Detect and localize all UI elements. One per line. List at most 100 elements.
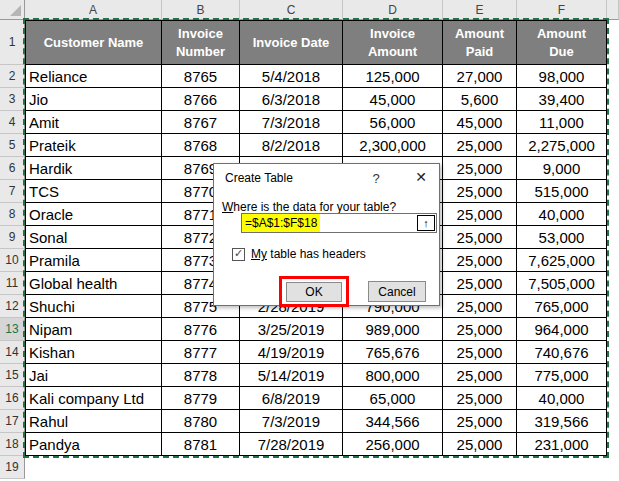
column-header-a[interactable]: A (25, 0, 162, 20)
select-all-button[interactable] (0, 0, 25, 20)
cell-r3c1[interactable]: 8766 (162, 88, 240, 111)
cell-r16c2[interactable]: 6/8/2019 (240, 387, 343, 410)
cell-r5c3[interactable]: 2,300,000 (343, 134, 443, 157)
cell-r16c1[interactable]: 8779 (162, 387, 240, 410)
column-header-f[interactable]: F (517, 0, 607, 20)
cell-r17c3[interactable]: 344,566 (343, 410, 443, 433)
header-cell-1[interactable]: Invoice Number (162, 20, 240, 65)
cell-r13c1[interactable]: 8776 (162, 318, 240, 341)
cell-r2c4[interactable]: 27,000 (443, 65, 517, 88)
help-icon[interactable]: ? (368, 170, 384, 186)
header-cell-4[interactable]: Amount Paid (443, 20, 517, 65)
cell-r11c4[interactable]: 25,000 (443, 272, 517, 295)
row-header-3[interactable]: 3 (0, 88, 25, 111)
cell-r5c5[interactable]: 2,275,000 (517, 134, 607, 157)
cell-r12c0[interactable]: Shuchi (25, 295, 162, 318)
cell-r5c4[interactable]: 25,000 (443, 134, 517, 157)
cell-r3c0[interactable]: Jio (25, 88, 162, 111)
cell-r6c4[interactable]: 25,000 (443, 157, 517, 180)
cell-r5c0[interactable]: Prateik (25, 134, 162, 157)
cell-r14c1[interactable]: 8777 (162, 341, 240, 364)
cancel-button[interactable]: Cancel (368, 281, 426, 302)
ok-button[interactable]: OK (286, 282, 342, 302)
row-header-17[interactable]: 17 (0, 410, 25, 433)
cell-r16c4[interactable]: 25,000 (443, 387, 517, 410)
row-header-12[interactable]: 12 (0, 295, 25, 318)
cell-r2c0[interactable]: Reliance (25, 65, 162, 88)
row-header-19[interactable]: 19 (0, 456, 25, 479)
cell-r9c5[interactable]: 53,000 (517, 226, 607, 249)
cell-r17c2[interactable]: 7/3/2019 (240, 410, 343, 433)
cell-r2c1[interactable]: 8765 (162, 65, 240, 88)
cell-r7c4[interactable]: 25,000 (443, 180, 517, 203)
cell-r14c5[interactable]: 740,676 (517, 341, 607, 364)
cell-r6c0[interactable]: Hardik (25, 157, 162, 180)
header-cell-5[interactable]: Amount Due (517, 20, 607, 65)
cell-r13c5[interactable]: 964,000 (517, 318, 607, 341)
cell-r17c4[interactable]: 25,000 (443, 410, 517, 433)
column-header-partial[interactable] (607, 0, 619, 20)
header-cell-2[interactable]: Invoice Date (240, 20, 343, 65)
cell-r13c0[interactable]: Nipam (25, 318, 162, 341)
cell-r5c2[interactable]: 8/2/2018 (240, 134, 343, 157)
cell-r15c2[interactable]: 5/14/2019 (240, 364, 343, 387)
cell-r2c3[interactable]: 125,000 (343, 65, 443, 88)
cell-r5c1[interactable]: 8768 (162, 134, 240, 157)
row-header-18[interactable]: 18 (0, 433, 25, 456)
cell-r11c0[interactable]: Global health (25, 272, 162, 295)
row-header-7[interactable]: 7 (0, 180, 25, 203)
cell-r15c1[interactable]: 8778 (162, 364, 240, 387)
cell-r3c4[interactable]: 5,600 (443, 88, 517, 111)
cell-r13c2[interactable]: 3/25/2019 (240, 318, 343, 341)
cell-r8c0[interactable]: Oracle (25, 203, 162, 226)
row-header-6[interactable]: 6 (0, 157, 25, 180)
cell-r17c1[interactable]: 8780 (162, 410, 240, 433)
row-header-13[interactable]: 13 (0, 318, 25, 341)
checkbox-label[interactable]: My table has headers (251, 247, 366, 261)
cell-r13c3[interactable]: 989,000 (343, 318, 443, 341)
row-header-14[interactable]: 14 (0, 341, 25, 364)
row-header-8[interactable]: 8 (0, 203, 25, 226)
cell-r10c5[interactable]: 7,625,000 (517, 249, 607, 272)
close-icon[interactable]: ✕ (411, 168, 431, 186)
header-cell-3[interactable]: Invoice Amount (343, 20, 443, 65)
cell-r2c5[interactable]: 98,000 (517, 65, 607, 88)
column-header-b[interactable]: B (162, 0, 240, 20)
cell-r14c4[interactable]: 25,000 (443, 341, 517, 364)
row-header-5[interactable]: 5 (0, 134, 25, 157)
cell-r9c4[interactable]: 25,000 (443, 226, 517, 249)
cell-r15c4[interactable]: 25,000 (443, 364, 517, 387)
cell-r4c1[interactable]: 8767 (162, 111, 240, 134)
column-header-c[interactable]: C (240, 0, 343, 20)
cell-r18c3[interactable]: 256,000 (343, 433, 443, 456)
cell-r18c4[interactable]: 25,000 (443, 433, 517, 456)
header-cell-0[interactable]: Customer Name (25, 20, 162, 65)
cell-r12c4[interactable]: 25,000 (443, 295, 517, 318)
cell-r3c5[interactable]: 39,400 (517, 88, 607, 111)
cell-r17c0[interactable]: Rahul (25, 410, 162, 433)
cell-r4c5[interactable]: 11,000 (517, 111, 607, 134)
cell-r14c0[interactable]: Kishan (25, 341, 162, 364)
row-header-9[interactable]: 9 (0, 226, 25, 249)
cell-r10c0[interactable]: Pramila (25, 249, 162, 272)
cell-r8c4[interactable]: 25,000 (443, 203, 517, 226)
cell-r8c5[interactable]: 40,000 (517, 203, 607, 226)
cell-r12c5[interactable]: 765,000 (517, 295, 607, 318)
cell-r4c3[interactable]: 56,000 (343, 111, 443, 134)
cell-r10c4[interactable]: 25,000 (443, 249, 517, 272)
cell-r18c1[interactable]: 8781 (162, 433, 240, 456)
cell-r3c2[interactable]: 6/3/2018 (240, 88, 343, 111)
cell-r15c5[interactable]: 775,000 (517, 364, 607, 387)
cell-r14c3[interactable]: 765,676 (343, 341, 443, 364)
row-header-1[interactable]: 1 (0, 20, 25, 65)
cell-r13c4[interactable]: 25,000 (443, 318, 517, 341)
range-input[interactable]: =$A$1:$F$18 ↑ (241, 213, 437, 233)
row-header-10[interactable]: 10 (0, 249, 25, 272)
row-header-11[interactable]: 11 (0, 272, 25, 295)
headers-checkbox-row[interactable]: ✓ My table has headers (232, 247, 366, 261)
cell-r14c2[interactable]: 4/19/2019 (240, 341, 343, 364)
cell-r6c5[interactable]: 9,000 (517, 157, 607, 180)
cell-r4c2[interactable]: 7/3/2018 (240, 111, 343, 134)
cell-r11c5[interactable]: 7,505,000 (517, 272, 607, 295)
column-header-d[interactable]: D (343, 0, 443, 20)
